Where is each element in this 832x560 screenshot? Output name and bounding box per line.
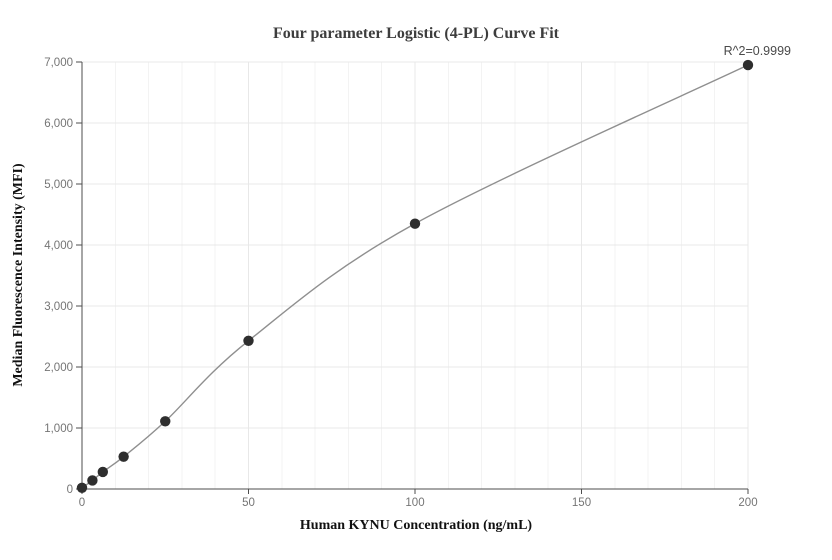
x-axis-title: Human KYNU Concentration (ng/mL) — [299, 518, 533, 533]
y-tick-label: 3,000 — [44, 301, 73, 313]
data-point — [742, 59, 754, 71]
r-squared-annotation: R^2=0.9999 — [723, 44, 791, 58]
data-point — [87, 475, 98, 486]
data-point — [76, 482, 88, 493]
fit-curve — [81, 64, 749, 489]
y-tick-label: 1,000 — [44, 423, 73, 435]
data-point — [118, 451, 129, 462]
y-tick-label: 6,000 — [44, 118, 73, 130]
y-tick-label: 7,000 — [44, 57, 73, 69]
y-tick-label: 5,000 — [44, 179, 73, 191]
x-tick-label: 100 — [405, 497, 424, 509]
data-point — [97, 466, 109, 478]
y-tick-label: 2,000 — [44, 362, 73, 374]
data-point — [243, 335, 254, 346]
data-point — [160, 416, 171, 427]
x-tick-label: 200 — [738, 497, 757, 509]
x-tick-label: 50 — [242, 497, 255, 509]
y-tick-label: 0 — [67, 484, 73, 496]
x-tick-label: 0 — [79, 497, 85, 509]
x-tick-label: 150 — [572, 497, 591, 509]
chart-title: Four parameter Logistic (4-PL) Curve Fit — [272, 25, 559, 42]
data-point — [409, 218, 421, 229]
y-tick-label: 4,000 — [44, 240, 73, 252]
y-axis-title: Median Fluorescence Intensity (MFI) — [11, 163, 26, 387]
